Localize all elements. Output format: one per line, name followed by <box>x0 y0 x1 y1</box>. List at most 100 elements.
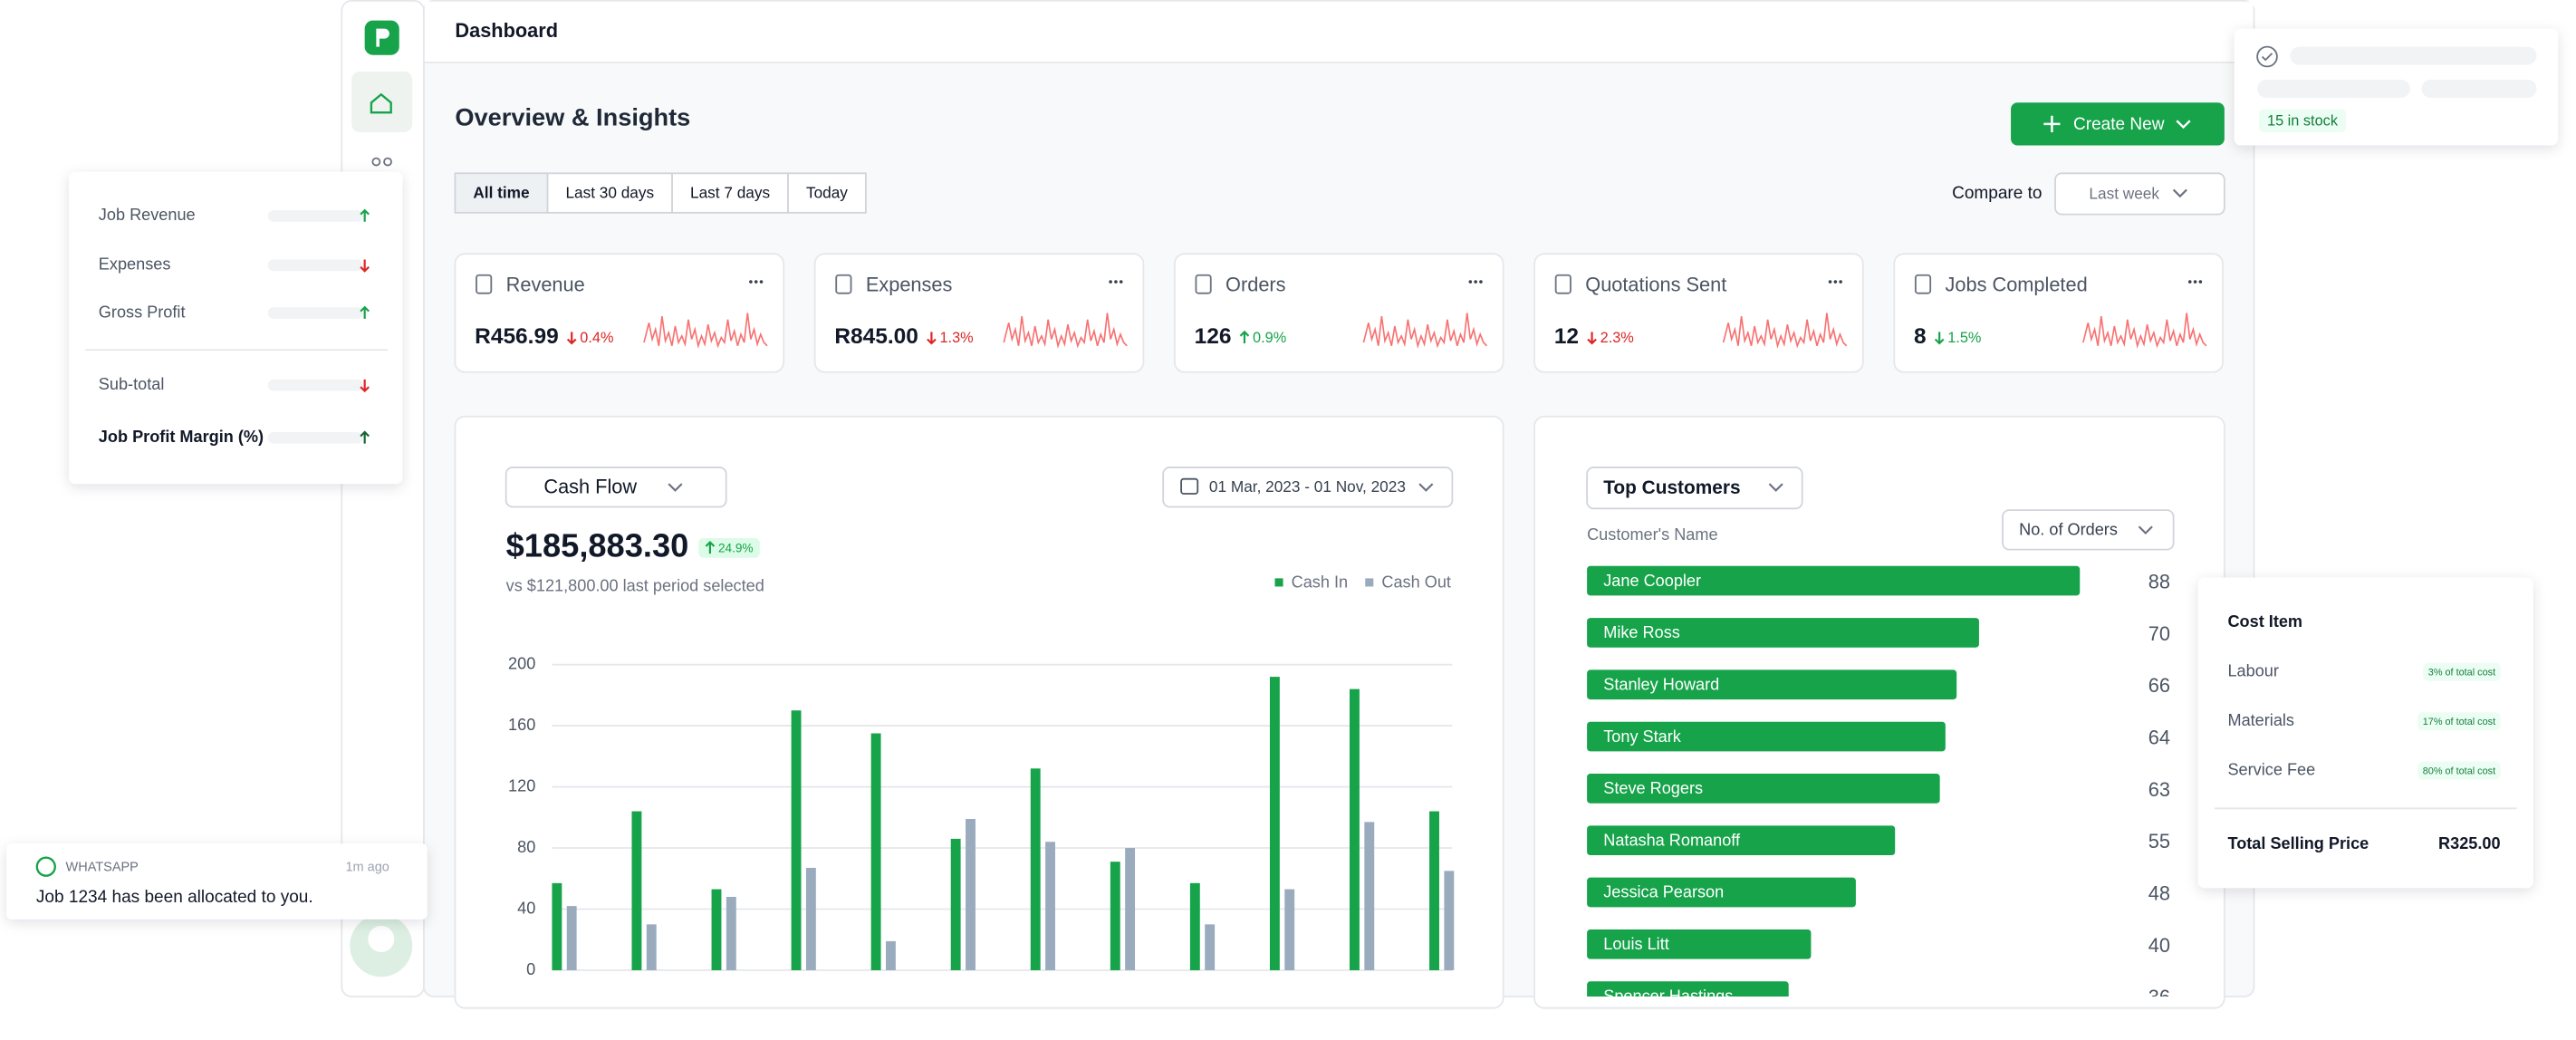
value-label: 70 <box>2148 622 2170 645</box>
bar <box>950 838 961 970</box>
kpi-menu-dot <box>1114 280 1118 284</box>
skeleton <box>267 259 363 272</box>
kpi-card <box>1533 253 1864 373</box>
bar-label: Jessica Pearson <box>1603 883 1724 901</box>
legend-label: Cash In <box>1292 573 1348 592</box>
kpi-card <box>813 253 1145 373</box>
value-label: 36 <box>2148 986 2170 1008</box>
nav-home[interactable] <box>351 71 413 132</box>
trend-arrow <box>360 379 370 393</box>
bar <box>1284 889 1295 970</box>
bar-label: Jane Coopler <box>1603 572 1701 590</box>
cash-flow-comparison: vs $121,800.00 last period selected <box>506 576 764 594</box>
kpi-value: R845.00 <box>834 324 918 349</box>
value-label: 66 <box>2148 674 2170 697</box>
chevron <box>2172 188 2187 198</box>
range-tab[interactable] <box>787 172 867 214</box>
trend-arrow <box>927 332 937 345</box>
range-tab[interactable] <box>546 172 673 214</box>
breakdown-label: Expenses <box>99 255 171 274</box>
column-label: Customer's Name <box>1587 525 1717 544</box>
kpi-change: 1.5% <box>1947 330 1981 346</box>
bar-label: Steve Rogers <box>1603 779 1703 797</box>
kpi-menu-dot[interactable] <box>1109 280 1112 284</box>
chevron <box>668 483 683 492</box>
bar <box>726 897 736 970</box>
calendar-icon <box>1180 477 1199 495</box>
bar <box>805 867 816 970</box>
cost-label: Materials <box>2227 711 2294 729</box>
trend-arrow <box>360 305 370 319</box>
range-tab-label: Today <box>806 184 848 202</box>
cash-flow-selector[interactable] <box>505 467 727 508</box>
compare-dropdown[interactable] <box>2054 172 2225 216</box>
bar <box>646 924 657 970</box>
kpi-change: 0.4% <box>580 330 613 346</box>
top-bar <box>424 1 2254 63</box>
kpi-title: Jobs Completed <box>1946 273 2088 295</box>
bar <box>1587 669 1957 700</box>
bar <box>1587 565 2081 596</box>
cash-flow-total: $185,883.30 <box>506 526 689 563</box>
bar <box>1587 929 1812 959</box>
create-button[interactable] <box>2011 102 2225 146</box>
kpi-menu-dot[interactable] <box>749 280 753 284</box>
bar <box>1350 689 1360 970</box>
kpi-menu-dot[interactable] <box>2187 280 2192 284</box>
users-icon[interactable] <box>371 157 381 167</box>
bar <box>552 882 562 970</box>
notification[interactable] <box>6 843 428 920</box>
y-tick-label: 80 <box>517 838 535 856</box>
y-tick-label: 0 <box>526 960 535 978</box>
kpi-value: R456.99 <box>475 324 559 349</box>
stock-badge: 15 in stock <box>2258 109 2347 132</box>
share-badge <box>2417 761 2501 780</box>
bar <box>1030 768 1041 970</box>
chevron <box>1418 483 1434 492</box>
kpi-card <box>1173 253 1504 373</box>
bar <box>1110 862 1120 970</box>
whatsapp-icon <box>35 856 56 877</box>
skeleton <box>2421 79 2537 98</box>
metric-label: No. of Orders <box>2019 521 2118 539</box>
section-title: Overview & Insights <box>455 103 690 131</box>
skeleton <box>2257 79 2410 98</box>
bar-label: Louis Litt <box>1603 935 1669 953</box>
y-tick-label: 120 <box>508 776 535 794</box>
kpi-menu-dot[interactable] <box>1468 280 1473 284</box>
kpi-value: 12 <box>1554 324 1579 349</box>
range-tab[interactable] <box>671 172 789 214</box>
cost-title: Cost Item <box>2227 612 2302 631</box>
badge-label: 15 in stock <box>2267 112 2339 129</box>
bar-label: Mike Ross <box>1603 623 1680 641</box>
bar-label: Spencer Hastings <box>1603 987 1733 1005</box>
compare-value: Last week <box>2089 184 2159 202</box>
kpi-menu-dot <box>754 280 758 284</box>
total-value: R325.00 <box>2438 834 2501 852</box>
cost-card <box>2197 577 2533 889</box>
kpi-menu-dot <box>1479 280 1483 284</box>
skeleton <box>267 307 363 319</box>
bar-label: Tony Stark <box>1603 727 1682 746</box>
total-label: Total Selling Price <box>2227 834 2369 852</box>
kpi-change: 1.3% <box>939 330 973 346</box>
value-label: 48 <box>2148 881 2170 904</box>
date-picker[interactable] <box>1162 467 1454 508</box>
skeleton <box>2290 46 2537 65</box>
breakdown-rows: Job Revenue Expenses Gross Profit Sub-total… <box>99 206 370 446</box>
range-tab[interactable] <box>454 172 549 214</box>
bar <box>966 818 976 970</box>
create-button-label: Create New <box>2073 115 2165 134</box>
avatar-pin <box>368 926 395 953</box>
trend-arrow <box>360 430 370 444</box>
bar-label: Stanley Howard <box>1603 675 1719 693</box>
notification-time: 1m ago <box>345 860 389 874</box>
notification-app: WHATSAPP <box>66 860 139 874</box>
kpi-title: Orders <box>1226 273 1286 295</box>
kpi-menu-dot <box>1474 280 1477 284</box>
top-customers-selector[interactable] <box>1586 467 1803 510</box>
kpi-change: 0.9% <box>1253 330 1286 346</box>
kpi-menu-dot[interactable] <box>1828 280 1832 284</box>
metric-dropdown[interactable] <box>2002 509 2175 551</box>
